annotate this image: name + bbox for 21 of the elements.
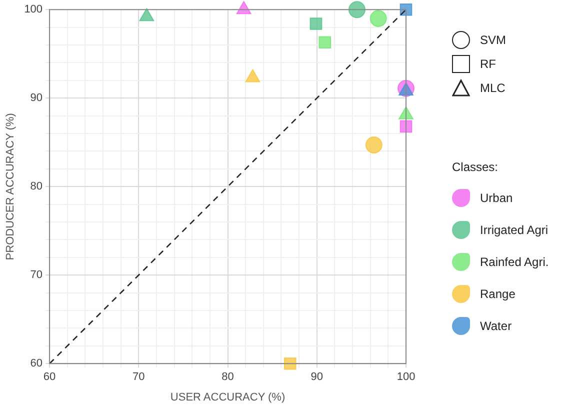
x-tick-label: 60 [43,371,56,384]
legend-label: SVM [480,33,506,47]
y-tick-label: 60 [30,358,43,370]
x-tick-label: 70 [132,371,145,384]
y-tick-label: 100 [24,4,43,16]
x-tick-label: 80 [222,371,234,384]
x-tick-label: 90 [310,371,324,384]
x-axis-title: USER ACCURACY (%) [170,391,286,404]
legend-label: Irrigated Agri [480,223,548,237]
legend-label: Rainfed Agri. [480,255,549,269]
legend-label: Water [480,319,512,333]
y-tick-label: 90 [30,92,43,104]
legend-title: Classes: [452,160,500,174]
legend-label: RF [480,57,496,71]
y-tick-label: 80 [30,180,43,193]
legend-label: Urban [480,191,513,205]
x-tick-label: 100 [396,371,416,384]
legend-label: MLC [480,81,506,95]
y-tick-label: 70 [30,269,43,282]
legend-label: Range [480,287,516,301]
y-axis-title: PRODUCER ACCURACY (%) [4,113,17,260]
